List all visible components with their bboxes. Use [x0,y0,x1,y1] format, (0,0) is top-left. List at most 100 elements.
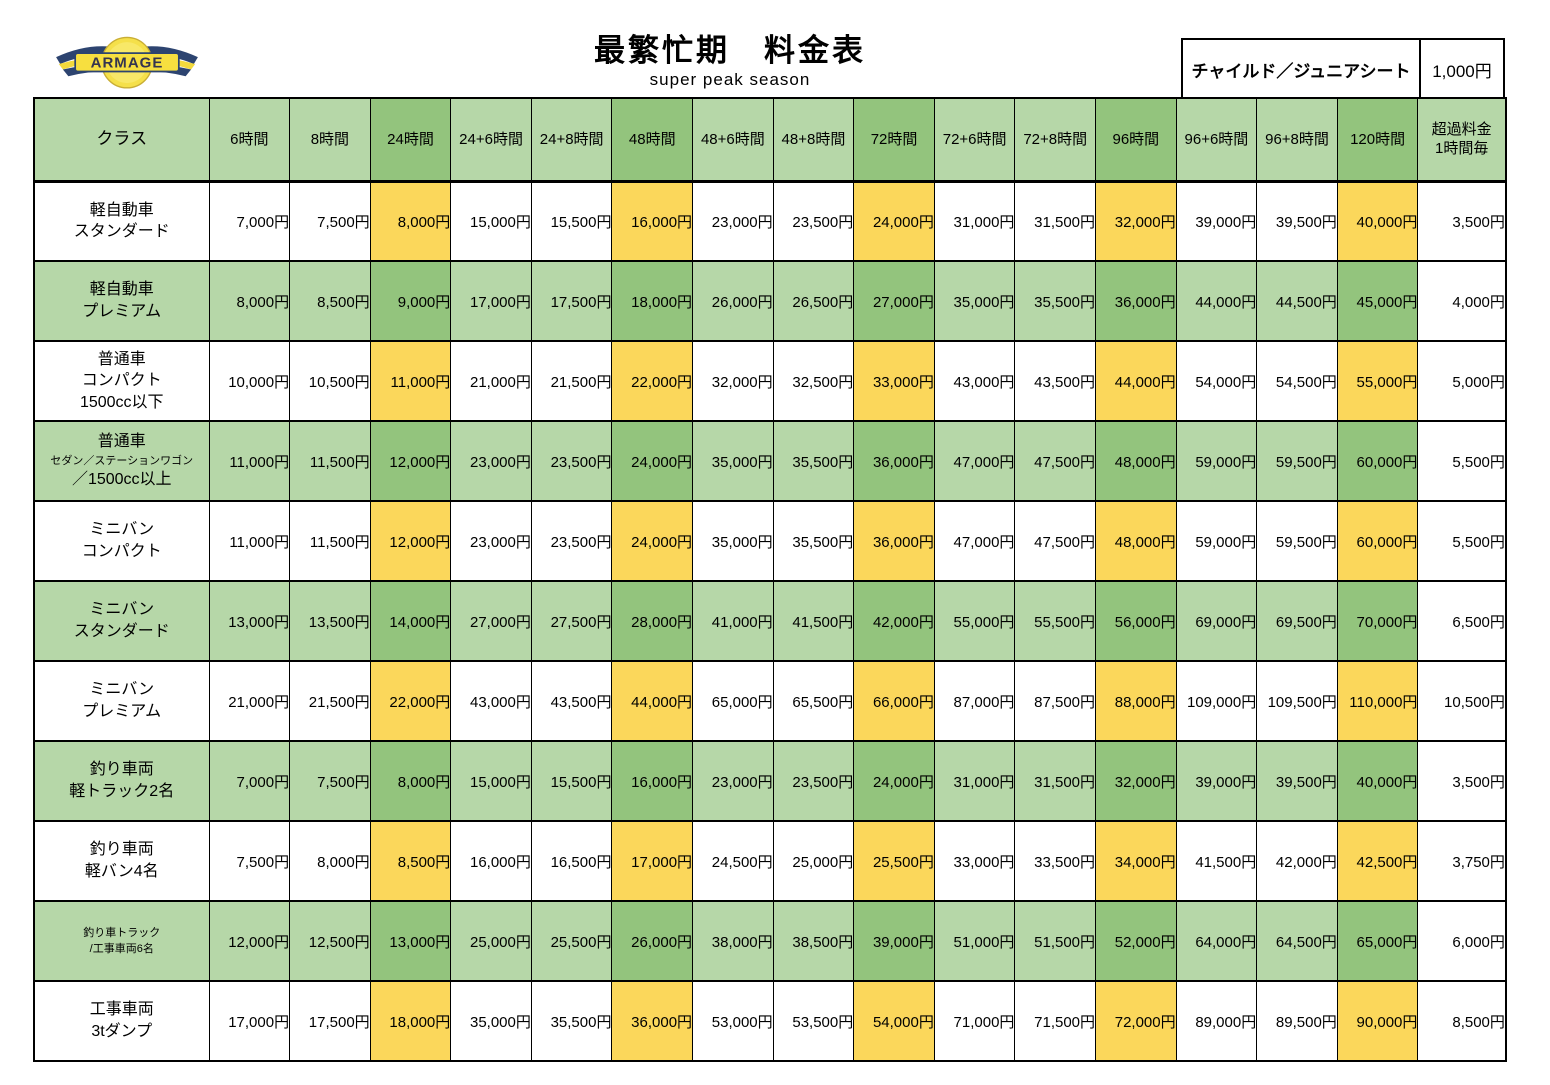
price-cell: 53,000円 [692,980,774,1062]
price-cell: 39,500円 [1256,180,1338,262]
price-cell: 31,000円 [933,740,1016,822]
price-cell: 17,500円 [289,980,371,1062]
price-cell: 23,000円 [692,740,774,822]
table-row: 軽自動車 プレミアム 8,000円 8,500円 9,000円 17,000円 17,500… [33,260,1507,342]
price-cell: 17,000円 [611,820,694,902]
price-cell: 59,000円 [1175,420,1258,502]
price-cell: 11,000円 [208,420,291,502]
page-subtitle: super peak season [649,70,811,90]
price-cell: 31,500円 [1014,740,1097,822]
price-cell: 54,000円 [853,980,935,1062]
price-cell: 8,000円 [369,180,452,262]
price-cell: 44,500円 [1256,260,1338,342]
price-cell: 55,000円 [933,580,1016,662]
column-header: 120時間 [1336,97,1419,182]
price-cell: 45,000円 [1336,260,1419,342]
price-cell: 60,000円 [1336,500,1419,582]
price-cell: 24,500円 [692,820,774,902]
price-cell: 8,500円 [369,820,452,902]
price-cell: 89,000円 [1175,980,1258,1062]
price-cell: 33,500円 [1014,820,1097,902]
column-header: 96+6時間 [1175,97,1258,182]
class-cell: 軽自動車 スタンダード [33,180,210,262]
table-row: 軽自動車 スタンダード 7,000円 7,500円 8,000円 15,000円 15,50… [33,180,1507,262]
price-cell: 51,500円 [1014,900,1097,982]
price-cell: 59,500円 [1256,500,1338,582]
price-cell: 55,000円 [1336,340,1419,422]
price-cell: 64,500円 [1256,900,1338,982]
title-block: 最繁忙期 料金表 super peak season [594,33,866,90]
price-cell: 39,000円 [853,900,935,982]
price-cell: 41,500円 [1175,820,1258,902]
price-cell: 39,500円 [1256,740,1338,822]
price-cell: 7,000円 [208,180,291,262]
price-cell: 16,500円 [530,820,613,902]
price-cell: 35,500円 [772,420,855,502]
overage-cell: 5,500円 [1417,420,1507,502]
price-cell: 47,000円 [933,500,1016,582]
price-cell: 9,000円 [369,260,452,342]
price-cell: 42,000円 [853,580,935,662]
price-cell: 18,000円 [369,980,452,1062]
child-seat-label: チャイルド／ジュニアシート [1183,40,1421,98]
class-cell: 普通車 コンパクト 1500cc以下 [33,340,210,422]
price-cell: 26,000円 [692,260,774,342]
price-cell: 56,000円 [1095,580,1177,662]
price-cell: 25,500円 [530,900,613,982]
price-cell: 43,000円 [450,660,532,742]
price-cell: 27,500円 [530,580,613,662]
price-cell: 44,000円 [611,660,694,742]
price-cell: 7,500円 [208,820,291,902]
price-cell: 39,000円 [1175,180,1258,262]
price-cell: 10,000円 [208,340,291,422]
price-cell: 36,000円 [853,500,935,582]
price-cell: 59,000円 [1175,500,1258,582]
overage-cell: 6,000円 [1417,900,1507,982]
price-cell: 31,000円 [933,180,1016,262]
price-cell: 48,000円 [1095,500,1177,582]
price-cell: 32,000円 [1095,180,1177,262]
price-cell: 28,000円 [611,580,694,662]
table-row: 工事車両 3tダンプ 17,000円 17,500円 18,000円 35,000円 35,… [33,980,1507,1062]
price-cell: 27,000円 [853,260,935,342]
price-cell: 70,000円 [1336,580,1419,662]
price-cell: 36,000円 [1095,260,1177,342]
price-cell: 65,500円 [772,660,855,742]
table-row: 釣り車両 軽バン4名 7,500円 8,000円 8,500円 16,000円 16,500… [33,820,1507,902]
price-cell: 24,000円 [611,420,694,502]
column-header: 48+8時間 [772,97,855,182]
price-cell: 23,000円 [450,420,532,502]
price-cell: 47,500円 [1014,500,1097,582]
price-cell: 64,000円 [1175,900,1258,982]
price-cell: 23,000円 [450,500,532,582]
price-cell: 7,500円 [289,740,371,822]
price-cell: 33,000円 [933,820,1016,902]
price-cell: 27,000円 [450,580,532,662]
price-cell: 24,000円 [853,180,935,262]
price-cell: 72,000円 [1095,980,1177,1062]
price-cell: 35,000円 [933,260,1016,342]
price-cell: 71,000円 [933,980,1016,1062]
price-cell: 35,500円 [1014,260,1097,342]
table-row: 釣り車トラック/工事車両6名 12,000円 12,500円 13,000円 25,00… [33,900,1507,982]
price-cell: 33,000円 [853,340,935,422]
price-cell: 7,000円 [208,740,291,822]
price-cell: 90,000円 [1336,980,1419,1062]
price-cell: 13,000円 [208,580,291,662]
price-cell: 15,500円 [530,180,613,262]
price-cell: 48,000円 [1095,420,1177,502]
price-cell: 32,500円 [772,340,855,422]
price-cell: 22,000円 [369,660,452,742]
price-cell: 11,500円 [289,420,371,502]
price-cell: 65,000円 [692,660,774,742]
class-cell: 軽自動車 プレミアム [33,260,210,342]
price-cell: 52,000円 [1095,900,1177,982]
column-header: 8時間 [289,97,371,182]
price-cell: 23,500円 [772,740,855,822]
price-cell: 21,500円 [289,660,371,742]
price-cell: 23,500円 [772,180,855,262]
price-cell: 11,500円 [289,500,371,582]
price-cell: 51,000円 [933,900,1016,982]
price-cell: 17,500円 [530,260,613,342]
overage-cell: 10,500円 [1417,660,1507,742]
